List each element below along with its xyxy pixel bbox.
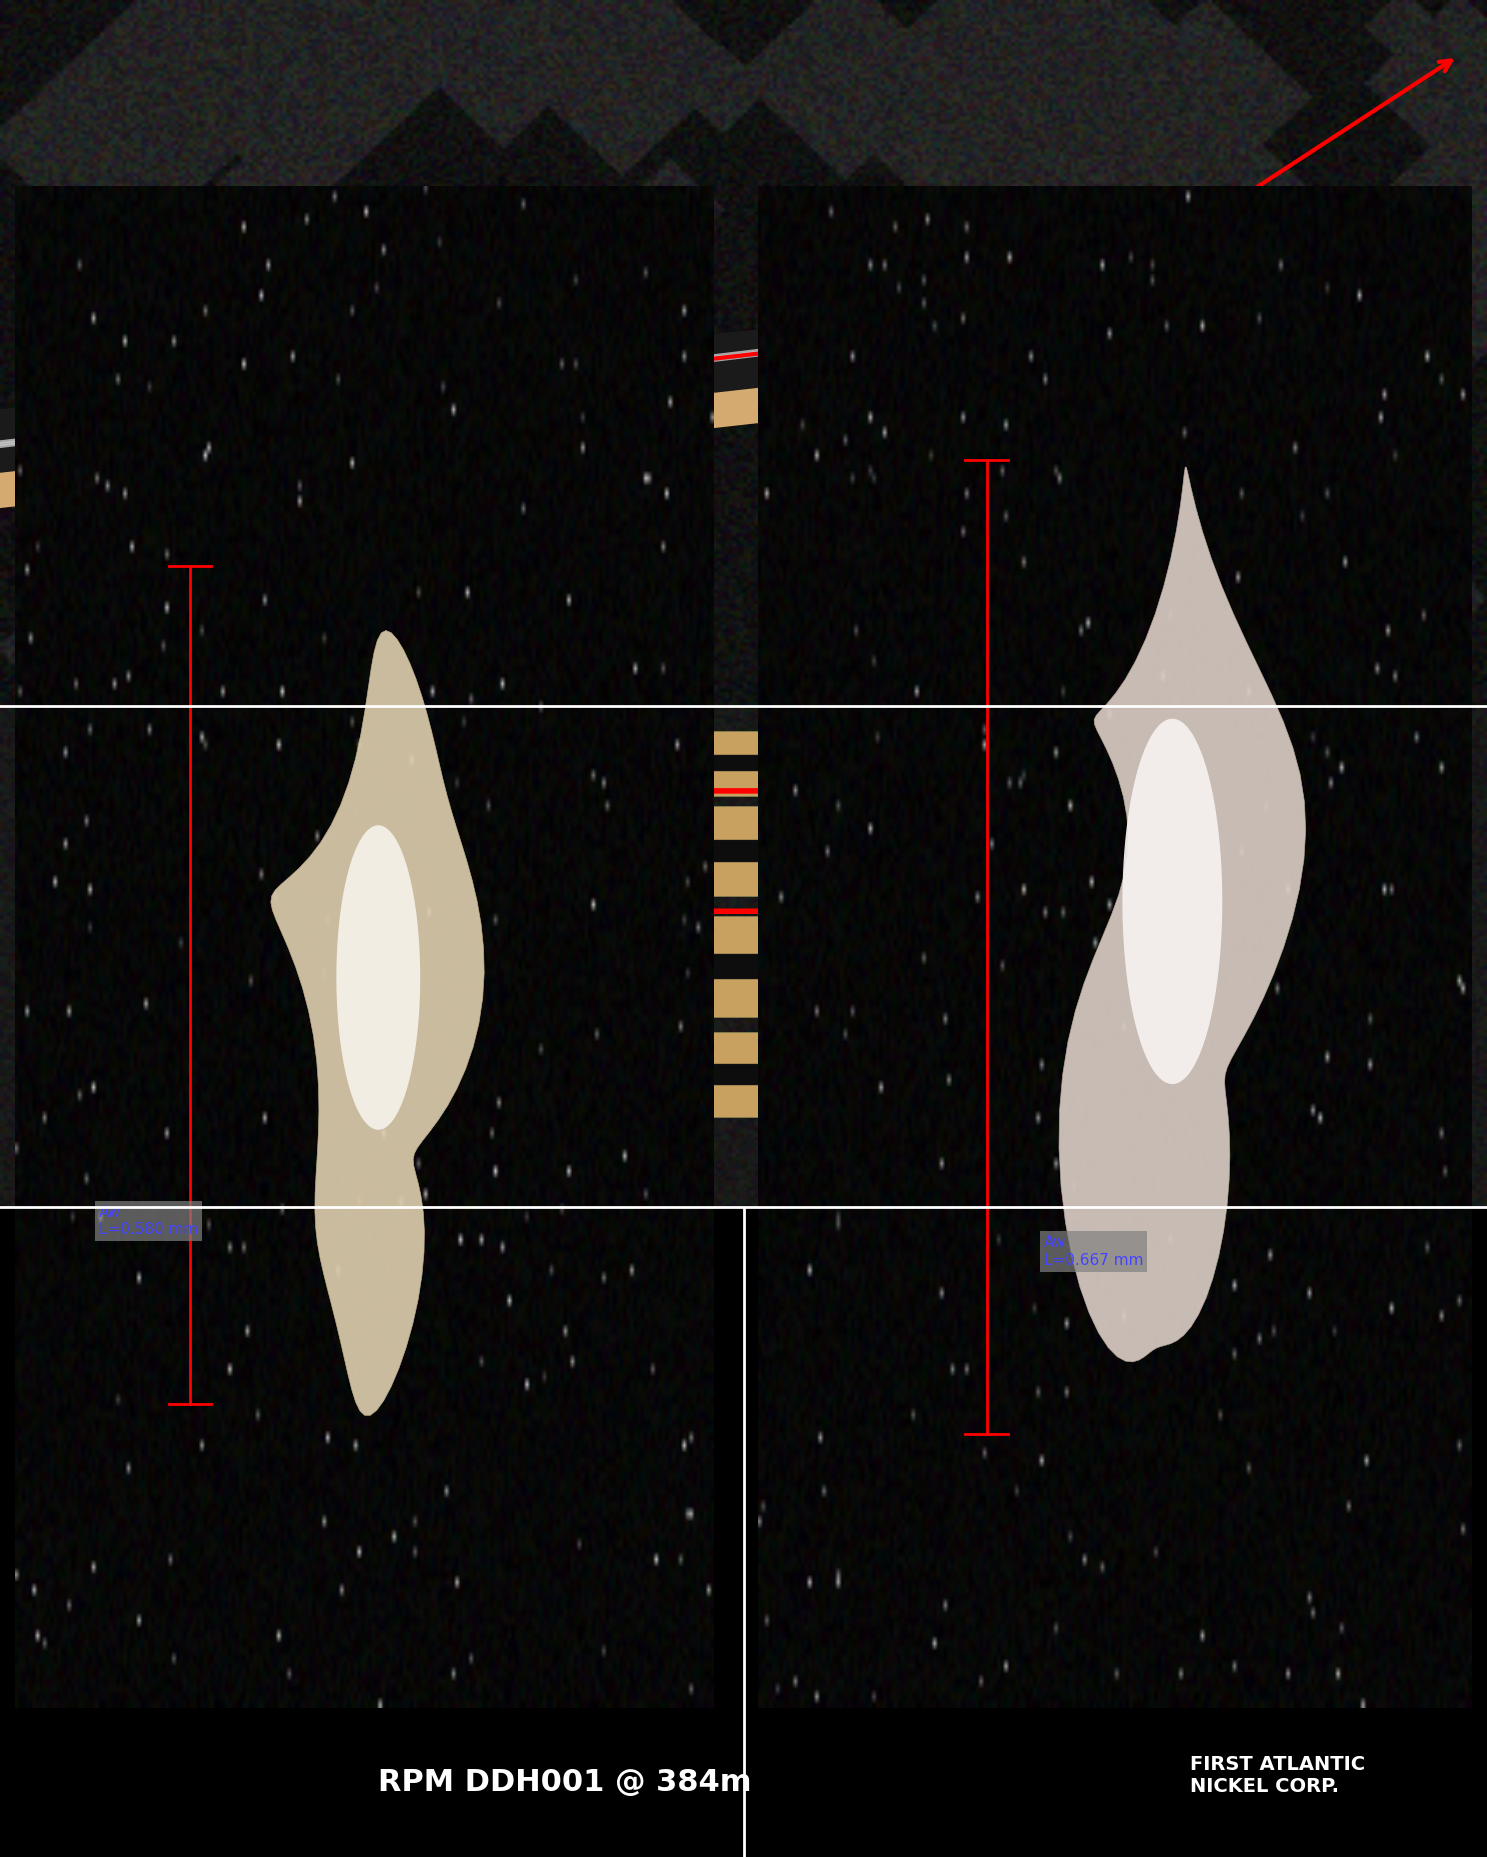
- Polygon shape: [271, 631, 485, 1415]
- FancyBboxPatch shape: [1175, 756, 1428, 771]
- Polygon shape: [336, 825, 421, 1129]
- Text: Aw
L=0.580 mm: Aw L=0.580 mm: [98, 1205, 198, 1237]
- FancyBboxPatch shape: [30, 732, 1457, 797]
- FancyBboxPatch shape: [610, 756, 862, 771]
- Text: RPM DDH001 – 380m  to 394m: RPM DDH001 – 380m to 394m: [91, 1083, 564, 1110]
- Polygon shape: [0, 297, 1071, 474]
- FancyBboxPatch shape: [327, 1064, 580, 1084]
- FancyBboxPatch shape: [30, 916, 1457, 1016]
- FancyBboxPatch shape: [327, 756, 580, 771]
- FancyBboxPatch shape: [45, 756, 297, 771]
- Polygon shape: [0, 318, 1041, 446]
- FancyBboxPatch shape: [30, 806, 1457, 897]
- Polygon shape: [0, 319, 1041, 448]
- Text: RPM DDH001 @ 384m: RPM DDH001 @ 384m: [378, 1768, 752, 1798]
- FancyBboxPatch shape: [327, 839, 580, 862]
- Text: RPM DDH001 @ 384m: RPM DDH001 @ 384m: [1032, 254, 1407, 282]
- FancyBboxPatch shape: [45, 954, 297, 979]
- FancyBboxPatch shape: [892, 756, 1145, 771]
- Text: Aw
L=0.667 mm: Aw L=0.667 mm: [1044, 1235, 1144, 1268]
- FancyBboxPatch shape: [45, 839, 297, 862]
- FancyBboxPatch shape: [892, 1064, 1145, 1084]
- Polygon shape: [0, 338, 1071, 509]
- FancyBboxPatch shape: [1175, 954, 1428, 979]
- FancyBboxPatch shape: [30, 1032, 1457, 1116]
- FancyBboxPatch shape: [1175, 839, 1428, 862]
- Polygon shape: [0, 314, 1041, 444]
- FancyBboxPatch shape: [327, 954, 580, 979]
- FancyBboxPatch shape: [1175, 1064, 1428, 1084]
- FancyBboxPatch shape: [45, 1064, 297, 1084]
- Polygon shape: [1059, 466, 1306, 1361]
- FancyBboxPatch shape: [610, 954, 862, 979]
- FancyBboxPatch shape: [610, 1064, 862, 1084]
- Polygon shape: [1123, 719, 1222, 1084]
- FancyBboxPatch shape: [610, 839, 862, 862]
- FancyBboxPatch shape: [892, 839, 1145, 862]
- Text: FIRST ATLANTIC
NICKEL CORP.: FIRST ATLANTIC NICKEL CORP.: [1190, 1755, 1365, 1796]
- FancyBboxPatch shape: [892, 954, 1145, 979]
